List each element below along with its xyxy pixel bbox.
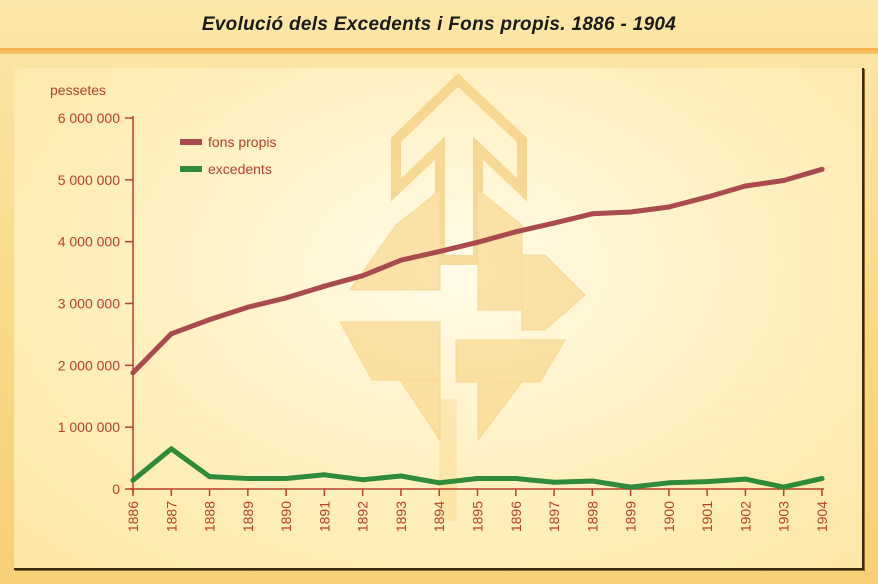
watermark-emblem (339, 73, 586, 521)
x-tick-label: 1892 (355, 501, 371, 532)
x-tick-label: 1889 (240, 501, 256, 532)
data-point-fons-propis (781, 177, 787, 183)
data-point-fons-propis (475, 239, 480, 245)
data-point-fons-propis (398, 257, 404, 263)
data-point-excedents (360, 477, 366, 483)
x-tick-label: 1901 (699, 501, 715, 532)
data-point-excedents (130, 477, 136, 483)
data-point-fons-propis (551, 220, 557, 226)
x-tick-label: 1891 (316, 501, 332, 532)
x-tick-label: 1888 (202, 501, 218, 532)
y-tick-label: 4 000 000 (58, 234, 120, 250)
x-tick-label: 1898 (584, 501, 600, 532)
legend-label: excedents (208, 161, 272, 177)
legend: fons propis excedents (180, 134, 276, 177)
data-point-fons-propis (168, 331, 174, 337)
y-tick-label: 1 000 000 (58, 419, 120, 435)
x-tick-label: 1897 (546, 501, 562, 532)
data-point-fons-propis (589, 211, 595, 217)
data-point-excedents (168, 446, 174, 452)
y-axis-unit-label: pessetes (50, 82, 107, 98)
x-tick-label: 1903 (776, 501, 792, 532)
axes: 0 1 000 000 2 000 000 3 000 000 4 000 000 5 0… (58, 110, 830, 532)
data-point-excedents (207, 474, 213, 480)
data-point-excedents (513, 475, 519, 481)
data-point-excedents (551, 479, 557, 485)
data-point-excedents (589, 478, 595, 484)
data-point-fons-propis (360, 273, 366, 279)
data-point-fons-propis (628, 209, 634, 215)
data-point-fons-propis (321, 283, 327, 289)
data-point-excedents (475, 475, 480, 481)
data-point-excedents (704, 479, 710, 485)
data-point-excedents (398, 473, 404, 479)
data-point-fons-propis (666, 204, 672, 210)
data-point-fons-propis (819, 166, 825, 172)
data-point-fons-propis (207, 317, 213, 323)
x-tick-label: 1890 (278, 501, 294, 532)
legend-label: fons propis (208, 134, 276, 150)
x-tick-label: 1899 (623, 501, 639, 532)
data-point-fons-propis (742, 183, 748, 189)
chart-title: Evolució dels Excedents i Fons propis. 1… (201, 14, 677, 35)
x-tick-label: 1894 (431, 501, 447, 532)
data-point-fons-propis (704, 194, 710, 200)
series-layer (130, 166, 825, 490)
data-point-excedents (781, 484, 787, 490)
series-line-excedents (130, 446, 825, 490)
y-tick-label: 2 000 000 (58, 357, 120, 373)
data-point-excedents (819, 475, 825, 481)
title-rule (0, 48, 878, 54)
x-tick-label: 1895 (470, 501, 486, 532)
x-tick-label: 1896 (508, 501, 524, 532)
data-point-excedents (436, 480, 442, 486)
y-tick-label: 0 (112, 481, 120, 497)
data-point-excedents (245, 475, 251, 481)
x-tick-label: 1902 (737, 501, 753, 532)
data-point-fons-propis (130, 370, 136, 376)
x-tick-label: 1904 (814, 501, 830, 532)
data-point-fons-propis (283, 295, 289, 301)
y-tick-label: 5 000 000 (58, 172, 120, 188)
x-tick-label: 1886 (125, 501, 141, 532)
x-tick-label: 1887 (163, 501, 179, 532)
data-point-excedents (666, 480, 672, 486)
x-tick-label: 1900 (661, 501, 677, 532)
data-point-excedents (628, 484, 634, 490)
data-point-excedents (321, 472, 327, 478)
y-tick-label: 6 000 000 (58, 110, 120, 126)
data-point-excedents (283, 475, 289, 481)
data-point-excedents (742, 476, 748, 482)
y-tick-label: 3 000 000 (58, 296, 120, 312)
data-point-fons-propis (436, 249, 442, 255)
x-tick-label: 1893 (393, 501, 409, 532)
data-point-fons-propis (245, 304, 251, 310)
data-point-fons-propis (513, 229, 519, 235)
